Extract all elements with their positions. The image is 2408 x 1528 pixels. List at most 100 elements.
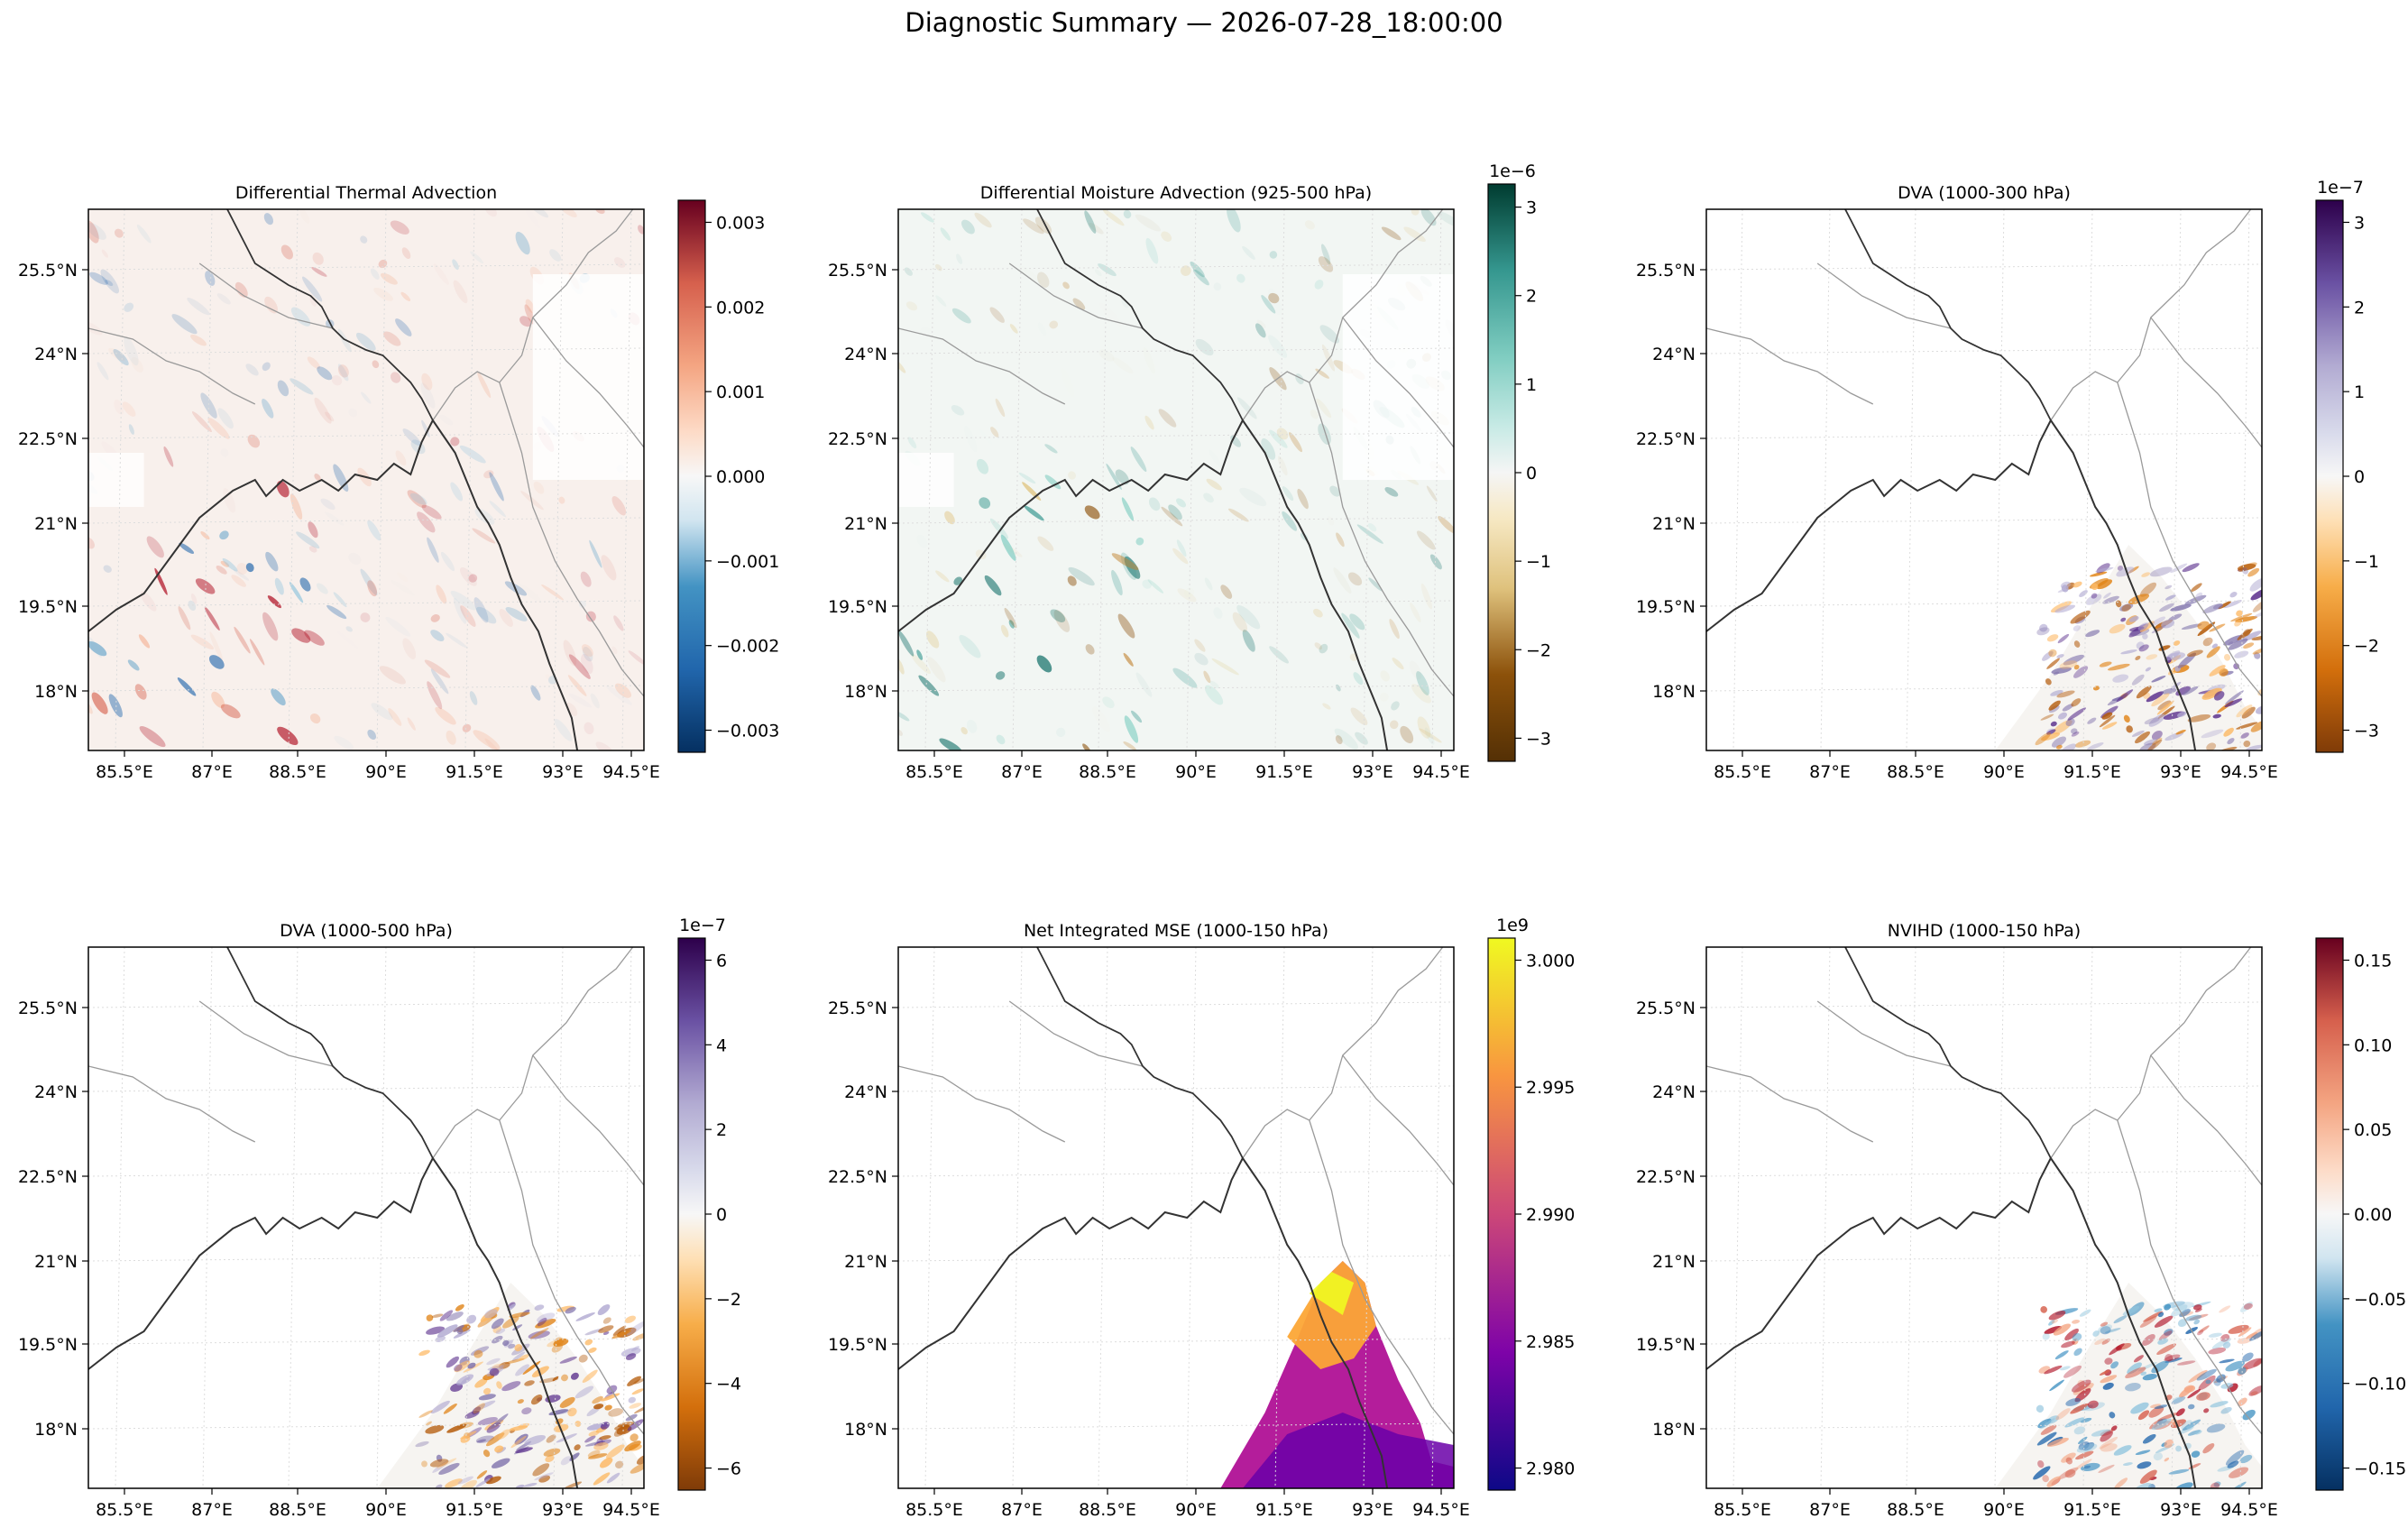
colorbar-tick-label: 0.001 [716,382,765,402]
colorbar-offset-label: 1e−7 [2317,178,2364,198]
y-tick-label: 24°N [1652,1082,1696,1102]
x-tick-label: 87°E [191,762,233,782]
colorbar-tick-label: −0.10 [2354,1375,2406,1395]
colorbar-tick-label: −0.001 [716,552,779,572]
graticule [1705,208,2263,751]
axes-frame [897,208,1455,751]
colorbar-tick-label: 3.000 [1526,951,1575,971]
graticule [897,946,1455,1489]
x-tick-label: 87°E [1001,762,1043,782]
axes-frame [87,946,645,1489]
colorbar-tick-label: 0.00 [2354,1205,2392,1225]
panel-title: Differential Thermal Advection [235,183,497,203]
colorbar-offset-label: 1e−7 [679,916,726,935]
panel-title: DVA (1000-500 hPa) [280,921,453,941]
colorbar-tick-label: −2 [1526,640,1551,660]
map-panel-6: NVIHD (1000-150 hPa) 85.5°E 87°E 88.5°E 90°E… [1636,921,2406,1520]
graticule [897,208,1455,751]
y-tick-label: 22.5°N [828,429,887,449]
colorbar-tick-label: 2.985 [1526,1332,1575,1352]
y-tick-label: 18°N [1652,1420,1696,1440]
y-tick-label: 19.5°N [1636,597,1696,617]
x-tick-label: 91.5°E [1255,1500,1313,1520]
map-panel-1: Differential Thermal Advection 85.5°E 87°E… [18,183,779,782]
colorbar-gradient [677,937,706,1491]
colorbar-tick-label: 2.990 [1526,1205,1575,1225]
colorbar-tick-label: 0 [716,1205,727,1225]
x-tick-label: 85.5°E [96,762,153,782]
y-tick-label: 22.5°N [1636,429,1696,449]
y-tick-label: 25.5°N [1636,999,1696,1018]
y-tick-label: 25.5°N [18,999,78,1018]
colorbar-tick-label: 3 [2354,213,2365,233]
y-tick-label: 25.5°N [828,999,887,1018]
y-tick-label: 19.5°N [18,597,78,617]
x-tick-label: 93°E [2160,1500,2201,1520]
panel-title: Differential Moisture Advection (925-500… [980,183,1372,203]
colorbar-tick-label: 2.995 [1526,1078,1575,1098]
x-tick-label: 94.5°E [2220,1500,2278,1520]
x-tick-label: 90°E [1175,762,1217,782]
coastline-and-borders [88,209,644,750]
coastline-and-borders [898,947,1454,1488]
colorbar-tick-label: 0.002 [716,298,765,318]
y-tick-label: 19.5°N [828,1335,887,1355]
x-tick-label: 88.5°E [269,762,326,782]
x-tick-label: 87°E [191,1500,233,1520]
y-tick-label: 21°N [1652,514,1696,534]
y-tick-label: 22.5°N [18,1167,78,1187]
coastline-and-borders [898,209,1454,750]
x-tick-label: 94.5°E [1412,1500,1470,1520]
colorbar-tick-label: −1 [1526,552,1551,572]
colorbar-tick-label: −4 [716,1375,741,1395]
colorbar: 3 2 1 0 −1 −2 −3 1e−7 [2315,178,2379,753]
colorbar-tick-label: −0.002 [716,637,779,657]
x-tick-label: 91.5°E [446,1500,503,1520]
colorbar-tick-label: −1 [2354,552,2379,572]
y-tick-label: 18°N [844,682,887,702]
colorbar-tick-label: −0.003 [716,722,779,741]
colorbar-tick-label: 0.15 [2354,951,2392,971]
y-tick-label: 22.5°N [18,429,78,449]
y-tick-label: 25.5°N [18,261,78,281]
colorbar: 3 2 1 0 −1 −2 −3 1e−6 [1487,161,1551,762]
colorbar-tick-label: −6 [716,1459,741,1479]
y-tick-label: 22.5°N [1636,1167,1696,1187]
x-tick-label: 85.5°E [96,1500,153,1520]
data-field [377,1283,644,1488]
axes-frame [1705,946,2263,1489]
colorbar-tick-label: 0.10 [2354,1036,2392,1055]
axes-frame [87,208,645,751]
y-tick-label: 18°N [34,682,78,702]
map-panel-2: Differential Moisture Advection (925-500… [828,161,1551,782]
y-tick-label: 24°N [34,345,78,364]
y-tick-label: 24°N [1652,345,1696,364]
y-tick-label: 18°N [34,1420,78,1440]
x-tick-label: 90°E [365,1500,407,1520]
map-panel-5: Net Integrated MSE (1000-150 hPa) 85.5°E 8… [828,916,1575,1520]
y-tick-label: 21°N [844,514,887,534]
axes-frame [1705,208,2263,751]
colorbar-tick-label: −2 [716,1290,741,1310]
colorbar-tick-label: −2 [2354,637,2379,657]
colorbar-tick-label: −3 [2354,722,2379,741]
colorbar-tick-label: 1 [1526,375,1537,395]
figure-title: Diagnostic Summary — 2026-07-28_18:00:00 [905,7,1503,38]
colorbar: 3.000 2.995 2.990 2.985 2.980 1e9 [1487,916,1575,1491]
colorbar: 6 4 2 0 −2 −4 −6 1e−7 [677,916,741,1491]
colorbar-gradient [1487,183,1516,762]
colorbar: 0.15 0.10 0.05 0.00 −0.05 −0.10 −0.15 [2315,937,2406,1491]
x-tick-label: 87°E [1809,762,1851,782]
colorbar-tick-label: 0.003 [716,213,765,233]
x-tick-label: 88.5°E [1079,1500,1136,1520]
x-tick-label: 85.5°E [905,762,963,782]
colorbar-tick-label: −3 [1526,729,1551,749]
y-tick-label: 25.5°N [828,261,887,281]
colorbar-tick-label: 2 [2354,298,2365,318]
colorbar-tick-label: 0.05 [2354,1120,2392,1140]
y-tick-label: 21°N [1652,1252,1696,1272]
x-tick-label: 91.5°E [1255,762,1313,782]
x-tick-label: 94.5°E [602,762,660,782]
colorbar-tick-label: 3 [1526,198,1537,218]
